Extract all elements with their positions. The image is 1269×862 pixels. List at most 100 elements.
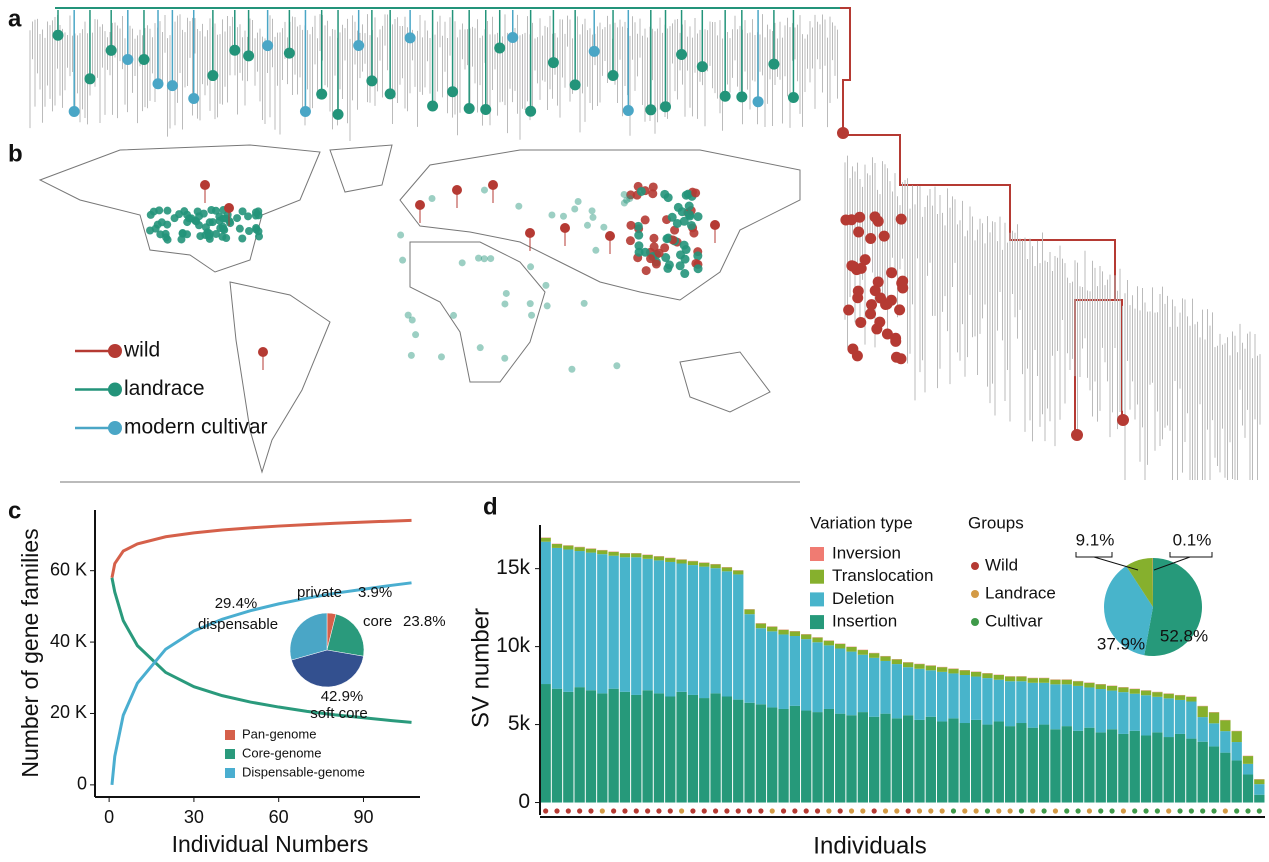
group-dot bbox=[1030, 808, 1036, 814]
bar-segment bbox=[982, 678, 993, 725]
map-point bbox=[437, 353, 445, 361]
tree-tip bbox=[859, 254, 871, 266]
legend-label: Insertion bbox=[832, 612, 897, 631]
group-dot bbox=[1098, 808, 1104, 814]
tree-tip bbox=[84, 73, 96, 85]
bar-segment bbox=[585, 552, 597, 691]
x-tick-label: 60 bbox=[269, 807, 289, 827]
bar-segment bbox=[597, 550, 608, 555]
bar-segment bbox=[1106, 729, 1118, 803]
map-point bbox=[626, 190, 636, 200]
group-dot bbox=[611, 808, 617, 814]
tree-tip bbox=[872, 276, 884, 288]
pie-bracket bbox=[1153, 552, 1213, 571]
bar-segment bbox=[857, 650, 869, 655]
map-point bbox=[480, 255, 488, 263]
bar-segment bbox=[1174, 699, 1186, 734]
tree-tip bbox=[138, 53, 150, 65]
bar-segment bbox=[1152, 692, 1163, 697]
group-dot bbox=[916, 808, 923, 814]
pie-value-label: 0.1% bbox=[1173, 530, 1212, 549]
bar-segment bbox=[1084, 687, 1095, 728]
map-point bbox=[528, 311, 536, 319]
group-dot bbox=[724, 808, 730, 814]
bar-segment bbox=[993, 721, 1004, 803]
greenland bbox=[329, 144, 393, 193]
map-point bbox=[205, 218, 214, 227]
map-point bbox=[224, 203, 234, 213]
bar-segment bbox=[1106, 685, 1118, 691]
bar-segment bbox=[1072, 685, 1084, 731]
tree-tip bbox=[353, 39, 365, 51]
group-dot bbox=[1188, 808, 1194, 814]
series-line bbox=[110, 581, 412, 786]
map-point bbox=[693, 264, 703, 274]
bar-segment bbox=[857, 654, 869, 713]
bar-segment bbox=[1197, 706, 1208, 718]
bar-segment bbox=[778, 634, 789, 709]
tree-tip bbox=[299, 105, 311, 117]
bar-segment bbox=[1038, 678, 1050, 683]
map-point bbox=[480, 186, 488, 194]
group-dot bbox=[1132, 808, 1138, 814]
map-point bbox=[654, 248, 664, 258]
legend-label: Landrace bbox=[985, 583, 1056, 602]
bar-segment bbox=[1242, 756, 1254, 764]
map-point bbox=[636, 186, 646, 196]
bar-segment bbox=[914, 664, 925, 669]
bar-segment bbox=[1038, 682, 1050, 725]
legend-swatch bbox=[225, 768, 235, 778]
x-tick-label: 90 bbox=[353, 807, 373, 827]
bar-segment bbox=[1004, 676, 1016, 682]
tree-tip bbox=[865, 308, 877, 320]
bar-segment bbox=[733, 574, 744, 700]
map-point bbox=[527, 263, 535, 271]
bar-segment bbox=[676, 563, 687, 692]
bar-segment bbox=[721, 571, 733, 697]
tree-tip bbox=[871, 323, 883, 335]
pie-category-label: core bbox=[363, 613, 392, 630]
bar-segment bbox=[1208, 723, 1220, 747]
map-point bbox=[660, 243, 670, 253]
map-point bbox=[648, 182, 658, 192]
tree-tip bbox=[875, 292, 887, 304]
map-point bbox=[476, 344, 484, 352]
group-dot bbox=[1075, 808, 1081, 814]
bar-segment bbox=[789, 705, 801, 803]
bar-segment bbox=[1140, 695, 1152, 736]
map-point bbox=[625, 236, 635, 246]
tree-tip bbox=[865, 233, 877, 245]
map-point bbox=[633, 221, 643, 231]
bar-segment bbox=[970, 671, 982, 677]
map-point bbox=[397, 231, 405, 239]
bar-segment bbox=[1220, 752, 1231, 803]
bar-segment bbox=[585, 548, 597, 553]
group-dot bbox=[780, 808, 787, 814]
map-point bbox=[501, 354, 509, 362]
map-point bbox=[215, 216, 224, 225]
group-dot bbox=[1143, 808, 1149, 814]
bar-segment bbox=[891, 664, 902, 719]
bar-segment bbox=[869, 653, 880, 658]
legend-swatch bbox=[225, 730, 235, 740]
bar-segment bbox=[880, 713, 891, 803]
bar-segment bbox=[903, 667, 914, 716]
map-point bbox=[428, 194, 436, 202]
tree-tip bbox=[852, 285, 864, 297]
tree-tip bbox=[243, 50, 255, 62]
bar-segment bbox=[1027, 678, 1038, 683]
bar-segment bbox=[1163, 693, 1174, 699]
legend-swatch bbox=[810, 569, 824, 584]
bar-segment bbox=[970, 676, 982, 720]
pie-category-label: dispensable bbox=[198, 616, 278, 633]
bar-segment bbox=[801, 634, 812, 640]
bar-segment bbox=[1220, 731, 1231, 753]
map-point bbox=[151, 224, 160, 233]
series-line bbox=[110, 518, 412, 579]
legend-label: Wild bbox=[985, 555, 1018, 574]
group-dot bbox=[996, 808, 1002, 814]
tree-tip bbox=[895, 353, 907, 365]
y-tick-label: 20 K bbox=[50, 702, 87, 722]
bar-segment bbox=[1152, 732, 1163, 803]
group-dot bbox=[769, 808, 775, 814]
